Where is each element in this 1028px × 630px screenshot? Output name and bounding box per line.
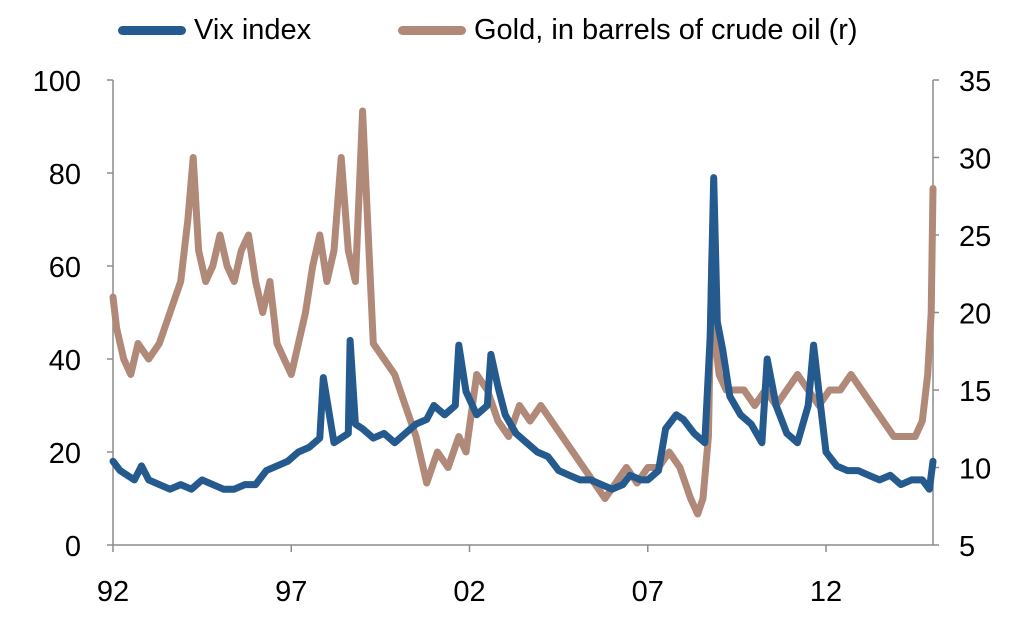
right-y-tick-label: 15 bbox=[959, 376, 991, 408]
legend: Vix index Gold, in barrels of crude oil … bbox=[0, 14, 1028, 54]
left-y-tick-label: 60 bbox=[49, 252, 81, 284]
legend-item-gold: Gold, in barrels of crude oil (r) bbox=[398, 14, 858, 47]
legend-swatch-vix bbox=[118, 26, 186, 35]
series-line-gold bbox=[109, 107, 937, 518]
left-y-tick-label: 100 bbox=[33, 66, 81, 98]
series-line-vix bbox=[109, 174, 937, 493]
left-y-tick-label: 20 bbox=[49, 438, 81, 470]
right-y-tick-label: 5 bbox=[959, 531, 975, 563]
legend-item-vix: Vix index bbox=[118, 14, 311, 47]
x-tick-label: 97 bbox=[275, 576, 307, 608]
left-y-tick-label: 40 bbox=[49, 345, 81, 377]
left-y-tick-label: 0 bbox=[65, 531, 81, 563]
right-y-tick-label: 35 bbox=[959, 66, 991, 98]
legend-label-vix: Vix index bbox=[194, 14, 312, 46]
right-y-tick-label: 20 bbox=[959, 299, 991, 331]
x-tick-label: 92 bbox=[97, 576, 129, 608]
left-y-tick-label: 80 bbox=[49, 159, 81, 191]
legend-swatch-gold bbox=[398, 26, 466, 35]
legend-label-gold: Gold, in barrels of crude oil (r) bbox=[474, 14, 858, 46]
x-tick-label: 12 bbox=[810, 576, 842, 608]
axes: 0 20 40 60 80 100 5 10 15 20 25 30 35 92 97 02 07 12 bbox=[33, 66, 992, 608]
right-y-tick-label: 30 bbox=[959, 144, 991, 176]
right-y-tick-label: 10 bbox=[959, 454, 991, 486]
right-y-tick-label: 25 bbox=[959, 221, 991, 253]
x-tick-label: 02 bbox=[453, 576, 485, 608]
series-layer bbox=[109, 107, 937, 518]
x-tick-label: 07 bbox=[632, 576, 664, 608]
